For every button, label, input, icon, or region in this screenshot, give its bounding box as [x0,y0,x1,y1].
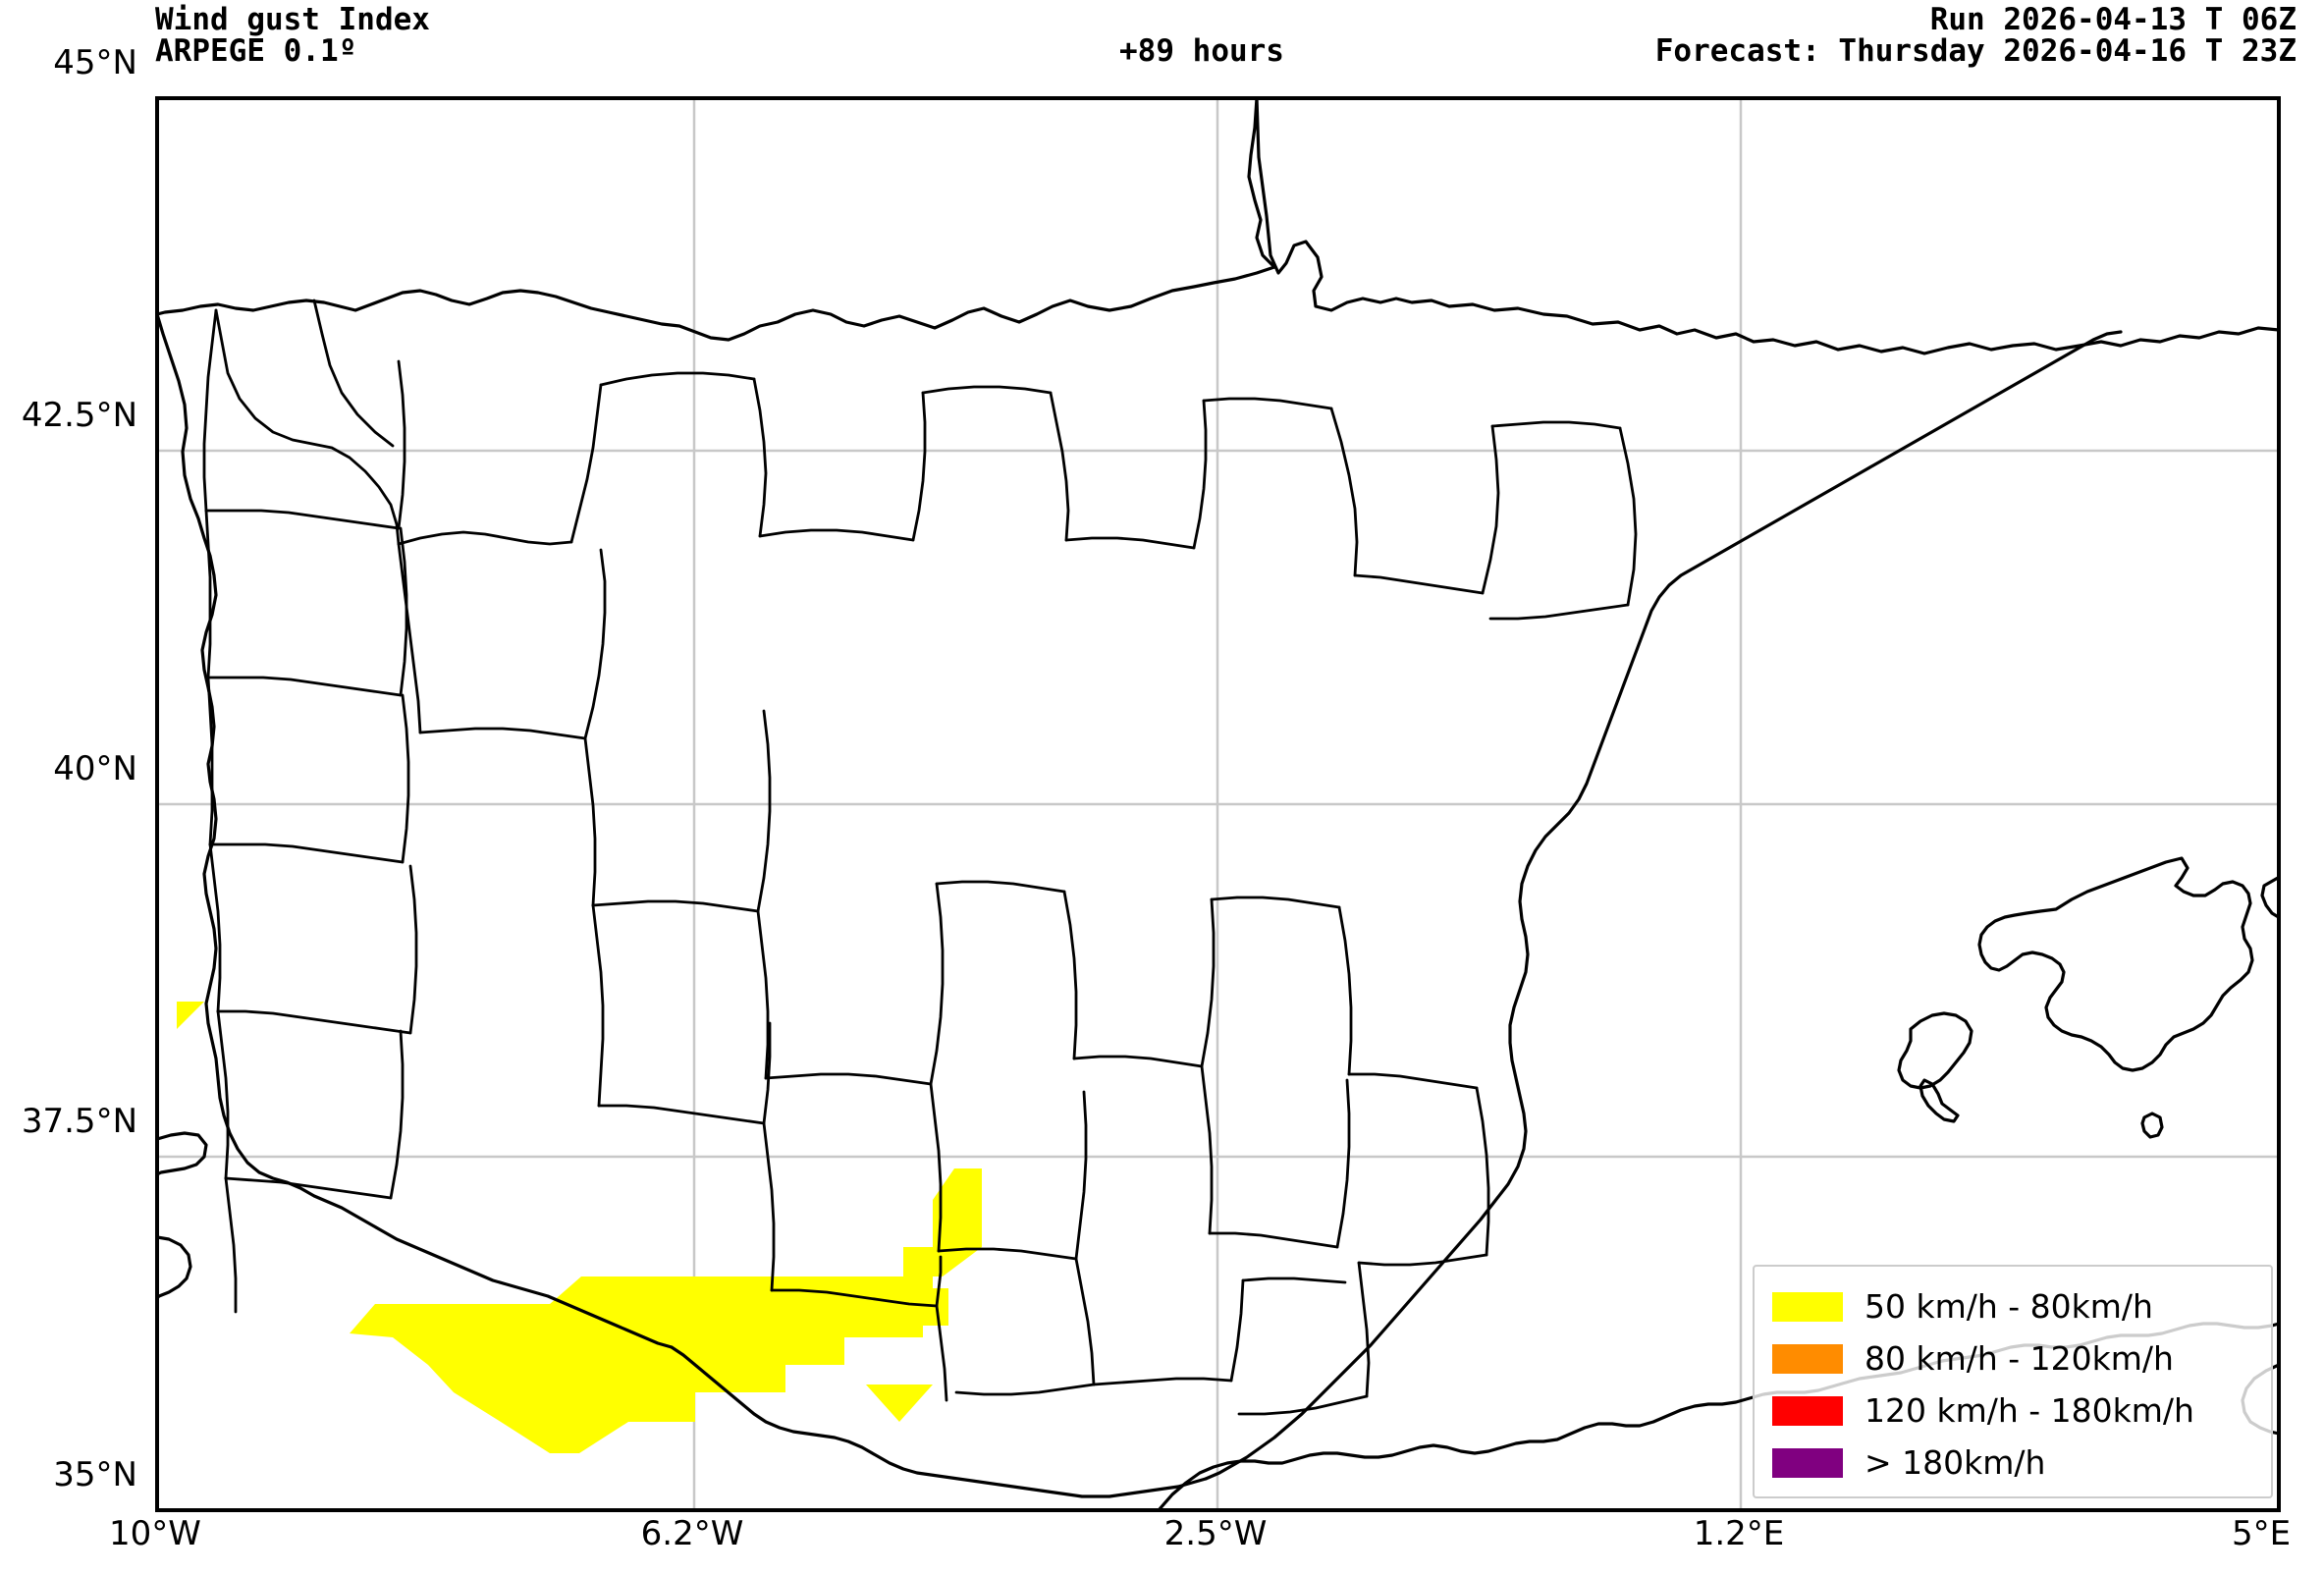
x-axis-tick-5E: 5°E [2231,1514,2292,1553]
map-coastlines-and-borders [157,98,2279,1510]
y-axis-tick-35N: 35°N [53,1455,137,1494]
legend-swatch-over-180 [1772,1447,1843,1478]
legend-label-over-180: > 180km/h [1865,1443,2046,1482]
forecast-timestamp: Forecast: Thursday 2026-04-16 T 23Z [1654,33,2297,69]
legend-label-120-180: 120 km/h - 180km/h [1865,1391,2194,1430]
legend-row: 80 km/h - 120km/h [1772,1332,2255,1385]
legend-swatch-80-120 [1772,1343,1843,1374]
y-axis-tick-42_5N: 42.5°N [21,396,137,435]
map-plot-area[interactable] [155,96,2281,1512]
legend-label-50-80: 50 km/h - 80km/h [1865,1287,2153,1326]
gust-region-gibraltar-wedge [866,1385,933,1422]
x-axis-tick-2_5W: 2.5°W [1163,1514,1268,1553]
wind-gust-legend: 50 km/h - 80km/h 80 km/h - 120km/h 120 k… [1753,1265,2273,1498]
gust-region-gulf-of-cadiz [350,1168,982,1453]
legend-swatch-120-180 [1772,1395,1843,1426]
legend-row: 50 km/h - 80km/h [1772,1280,2255,1332]
legend-label-80-120: 80 km/h - 120km/h [1865,1339,2174,1378]
run-timestamp: Run 2026-04-13 T 06Z [1929,2,2297,37]
x-axis-tick-10W: 10°W [109,1514,201,1553]
legend-swatch-50-80 [1772,1291,1843,1322]
lead-time-label: +89 hours [1119,33,1284,69]
y-axis-tick-45N: 45°N [53,43,137,82]
graticule-gridlines [157,98,2279,1510]
map-title: Wind gust Index [155,2,430,37]
map-canvas [157,98,2279,1510]
wind-gust-contour-fills [177,1002,982,1453]
plot-frame [157,98,2279,1510]
x-axis-tick-1_2E: 1.2°E [1693,1514,1785,1553]
x-axis-tick-6_2W: 6.2°W [640,1514,744,1553]
y-axis-tick-40N: 40°N [53,749,137,788]
gust-region-atlantic [177,1002,204,1029]
legend-row: 120 km/h - 180km/h [1772,1385,2255,1437]
model-label: ARPEGE 0.1º [155,33,357,69]
y-axis-tick-37_5N: 37.5°N [21,1102,137,1141]
legend-row: > 180km/h [1772,1437,2255,1489]
